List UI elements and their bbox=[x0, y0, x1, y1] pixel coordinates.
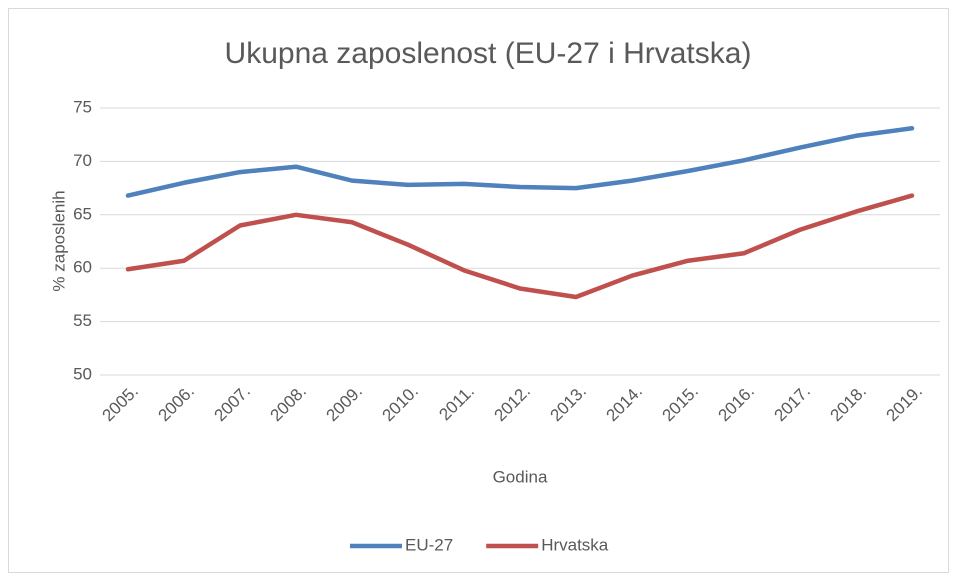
y-tick-label: 50 bbox=[73, 364, 92, 383]
y-tick-label: 60 bbox=[73, 258, 92, 277]
y-axis-label: % zaposlenih bbox=[49, 190, 68, 291]
y-tick-label: 70 bbox=[73, 151, 92, 170]
chart-title: Ukupna zaposlenost (EU-27 i Hrvatska) bbox=[225, 37, 752, 70]
legend-label: Hrvatska bbox=[541, 535, 609, 554]
line-series bbox=[125, 126, 915, 198]
x-axis-label: Godina bbox=[493, 467, 548, 486]
y-tick-label: 55 bbox=[73, 311, 92, 330]
chart-frame bbox=[8, 8, 949, 573]
y-tick-label: 65 bbox=[73, 204, 92, 223]
y-tick-label: 75 bbox=[73, 97, 92, 116]
line-series bbox=[125, 193, 915, 300]
legend-label: EU-27 bbox=[405, 535, 453, 554]
